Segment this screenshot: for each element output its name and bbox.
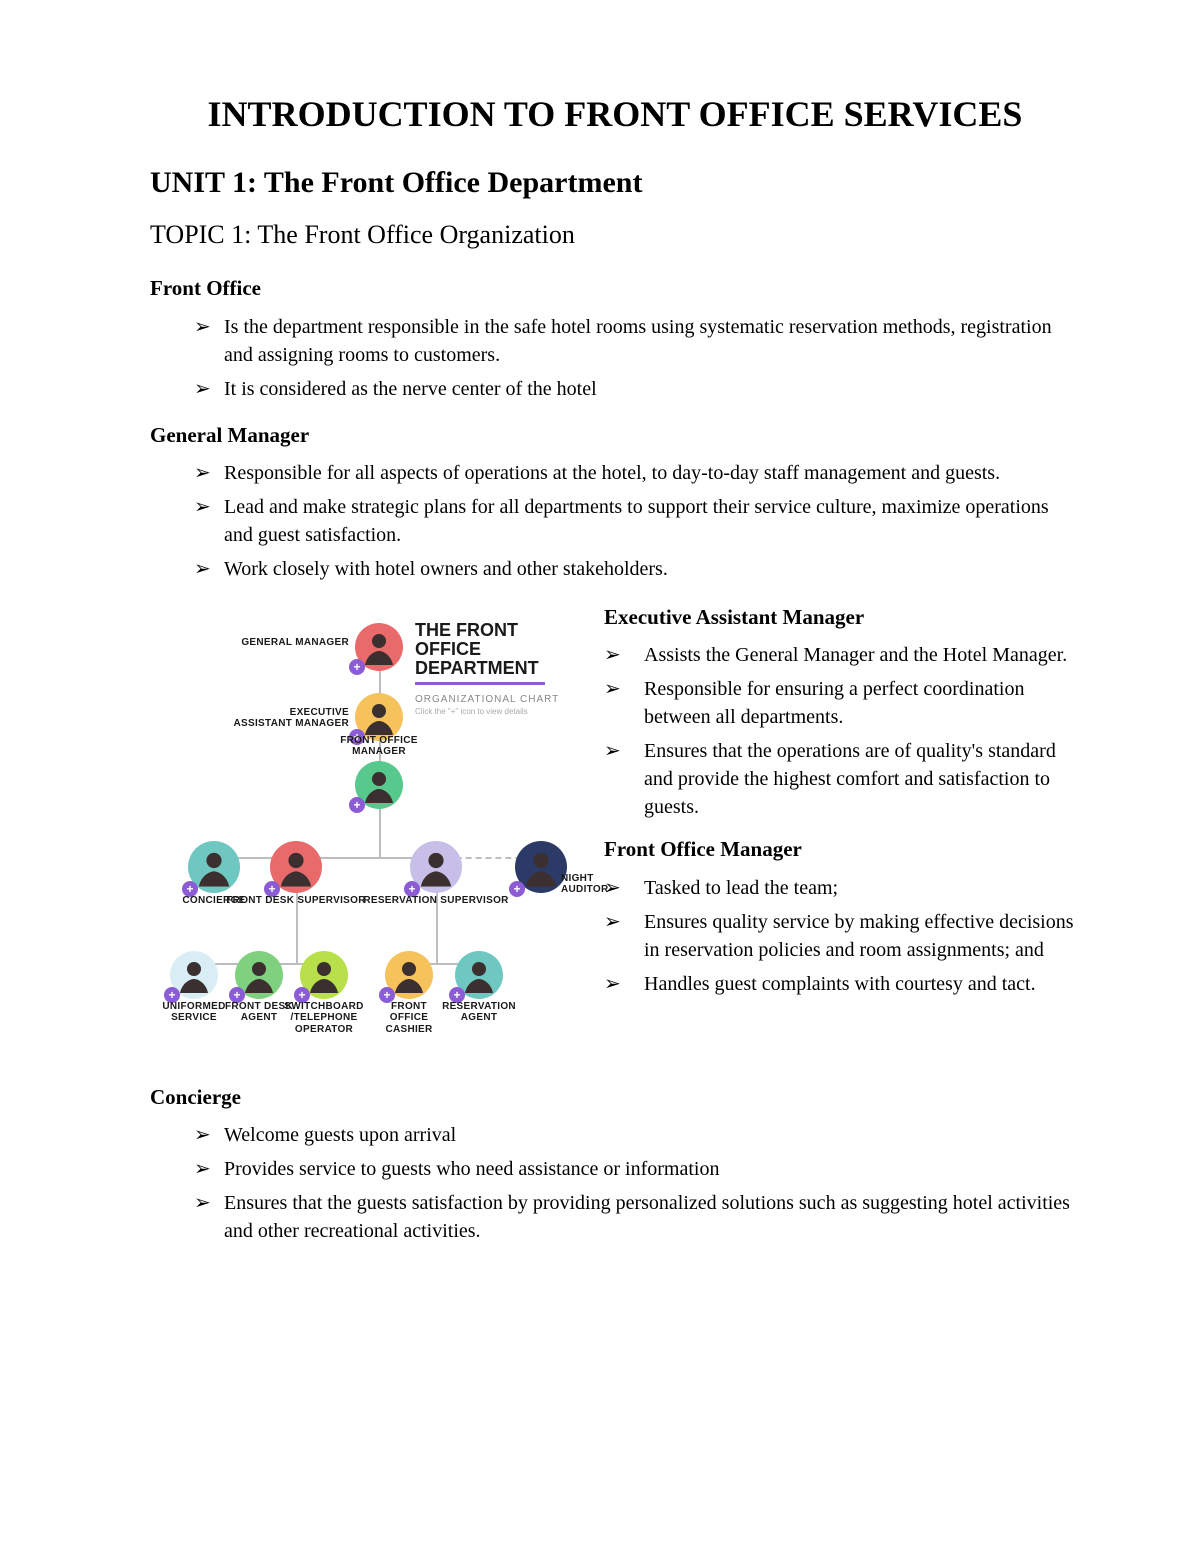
list-item: Tasked to lead the team; <box>604 874 1080 902</box>
org-node-label: UNIFORMEDSERVICE <box>157 1001 232 1024</box>
list-item: Is the department responsible in the saf… <box>194 313 1080 369</box>
org-node-con: + <box>188 841 240 896</box>
org-node-sto: + <box>300 951 348 1002</box>
eam-list: Assists the General Manager and the Hote… <box>604 641 1080 821</box>
list-item: Handles guest complaints with courtesy a… <box>604 970 1080 998</box>
avatar-icon: + <box>300 951 348 999</box>
list-item: Lead and make strategic plans for all de… <box>194 493 1080 549</box>
plus-icon: + <box>349 659 365 675</box>
plus-icon: + <box>349 797 365 813</box>
avatar-icon: + <box>355 693 403 741</box>
list-item: Responsible for ensuring a perfect coord… <box>604 675 1080 731</box>
avatar-icon: + <box>455 951 503 999</box>
avatar-icon: + <box>235 951 283 999</box>
org-node-gm: + <box>355 623 403 674</box>
fom-list: Tasked to lead the team; Ensures quality… <box>604 874 1080 998</box>
chart-title: THE FRONTOFFICEDEPARTMENT <box>415 621 545 685</box>
org-node-ra: + <box>455 951 503 1002</box>
avatar-icon: + <box>270 841 322 893</box>
unit-heading: UNIT 1: The Front Office Department <box>150 163 1080 204</box>
general-manager-list: Responsible for all aspects of operation… <box>150 459 1080 583</box>
avatar-icon: + <box>515 841 567 893</box>
list-item: Provides service to guests who need assi… <box>194 1155 1080 1183</box>
concierge-list: Welcome guests upon arrival Provides ser… <box>150 1121 1080 1245</box>
avatar-icon: + <box>410 841 462 893</box>
list-item: Assists the General Manager and the Hote… <box>604 641 1080 669</box>
section-heading-fom: Front Office Manager <box>604 835 1080 863</box>
org-chart-figure: THE FRONTOFFICEDEPARTMENT ORGANIZATIONAL … <box>150 603 580 1063</box>
org-node-fom: + <box>355 761 403 812</box>
plus-icon: + <box>509 881 525 897</box>
org-node-foc: + <box>385 951 433 1002</box>
chart-connector <box>379 809 381 857</box>
section-heading-eam: Executive Assistant Manager <box>604 603 1080 631</box>
org-node-label: GENERAL MANAGER <box>214 637 349 649</box>
list-item: Ensures quality service by making effect… <box>604 908 1080 964</box>
org-node-label: RESERVATION SUPERVISOR <box>351 895 521 907</box>
list-item: It is considered as the nerve center of … <box>194 375 1080 403</box>
chart-subtitle: ORGANIZATIONAL CHART <box>415 693 559 707</box>
section-heading-concierge: Concierge <box>150 1083 1080 1111</box>
org-node-label: FRONT DESK SUPERVISOR <box>221 895 371 907</box>
avatar-icon: + <box>385 951 433 999</box>
list-item: Ensures that the guests satisfaction by … <box>194 1189 1080 1245</box>
org-node-label: EXECUTIVEASSISTANT MANAGER <box>214 707 349 730</box>
org-node-label: SWITCHBOARD/TELEPHONEOPERATOR <box>279 1001 369 1036</box>
org-node-label: FRONT OFFICEMANAGER <box>319 735 439 758</box>
avatar-icon: + <box>355 623 403 671</box>
avatar-icon: + <box>170 951 218 999</box>
list-item: Responsible for all aspects of operation… <box>194 459 1080 487</box>
org-node-na: + <box>515 841 567 896</box>
list-item: Ensures that the operations are of quali… <box>604 737 1080 821</box>
chart-connector <box>214 857 436 859</box>
org-node-rs: + <box>410 841 462 896</box>
avatar-icon: + <box>355 761 403 809</box>
avatar-icon: + <box>188 841 240 893</box>
section-heading-general-manager: General Manager <box>150 421 1080 449</box>
list-item: Work closely with hotel owners and other… <box>194 555 1080 583</box>
org-node-us: + <box>170 951 218 1002</box>
list-item: Welcome guests upon arrival <box>194 1121 1080 1149</box>
org-node-label: RESERVATIONAGENT <box>434 1001 524 1024</box>
front-office-list: Is the department responsible in the saf… <box>150 313 1080 403</box>
page-title: INTRODUCTION TO FRONT OFFICE SERVICES <box>150 90 1080 139</box>
chart-subnote: Click the "+" icon to view details <box>415 707 528 718</box>
org-node-fda: + <box>235 951 283 1002</box>
org-node-fds: + <box>270 841 322 896</box>
section-heading-front-office: Front Office <box>150 274 1080 302</box>
topic-heading: TOPIC 1: The Front Office Organization <box>150 217 1080 252</box>
